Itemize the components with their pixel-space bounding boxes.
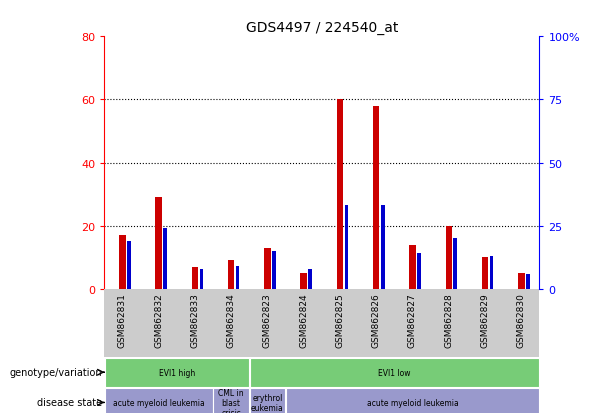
- Bar: [482, 258, 489, 289]
- Bar: [213, 388, 249, 413]
- Text: erythrol
eukemia: erythrol eukemia: [251, 393, 284, 412]
- Bar: [490, 256, 493, 289]
- Bar: [272, 251, 276, 289]
- Text: GSM862834: GSM862834: [227, 292, 235, 347]
- Bar: [163, 229, 167, 289]
- Bar: [409, 245, 416, 289]
- Text: EVI1 high: EVI1 high: [159, 368, 195, 377]
- Text: GSM862825: GSM862825: [335, 292, 345, 347]
- Bar: [119, 235, 126, 289]
- Bar: [249, 388, 285, 413]
- Bar: [381, 206, 384, 289]
- Text: acute myeloid leukemia: acute myeloid leukemia: [113, 398, 205, 407]
- Bar: [518, 273, 525, 289]
- Text: GSM862833: GSM862833: [191, 292, 199, 347]
- Text: GSM862823: GSM862823: [263, 292, 272, 347]
- Text: EVI1 low: EVI1 low: [378, 368, 411, 377]
- Bar: [155, 198, 162, 289]
- Text: GSM862828: GSM862828: [444, 292, 453, 347]
- Bar: [454, 239, 457, 289]
- Bar: [127, 241, 131, 289]
- Text: genotype/variation: genotype/variation: [9, 367, 102, 377]
- Text: GSM862830: GSM862830: [517, 292, 526, 347]
- Text: disease state: disease state: [37, 397, 102, 408]
- Text: acute myeloid leukemia: acute myeloid leukemia: [367, 398, 459, 407]
- Bar: [345, 206, 348, 289]
- Bar: [337, 100, 343, 289]
- Bar: [308, 269, 312, 289]
- Bar: [105, 358, 249, 387]
- Bar: [236, 266, 240, 289]
- Text: GSM862824: GSM862824: [299, 292, 308, 347]
- Text: GSM862826: GSM862826: [371, 292, 381, 347]
- Text: GSM862832: GSM862832: [154, 292, 163, 347]
- Title: GDS4497 / 224540_at: GDS4497 / 224540_at: [246, 21, 398, 35]
- Bar: [105, 388, 213, 413]
- Text: GSM862827: GSM862827: [408, 292, 417, 347]
- Bar: [286, 388, 539, 413]
- Bar: [228, 261, 234, 289]
- Text: CML in
blast
crisis: CML in blast crisis: [218, 388, 244, 413]
- Bar: [417, 254, 421, 289]
- Bar: [249, 358, 539, 387]
- Bar: [373, 107, 379, 289]
- Bar: [200, 269, 204, 289]
- Bar: [300, 273, 307, 289]
- Bar: [192, 267, 198, 289]
- Bar: [264, 248, 271, 289]
- Bar: [526, 274, 530, 289]
- Text: GSM862829: GSM862829: [481, 292, 490, 347]
- Bar: [446, 226, 452, 289]
- Text: GSM862831: GSM862831: [118, 292, 127, 347]
